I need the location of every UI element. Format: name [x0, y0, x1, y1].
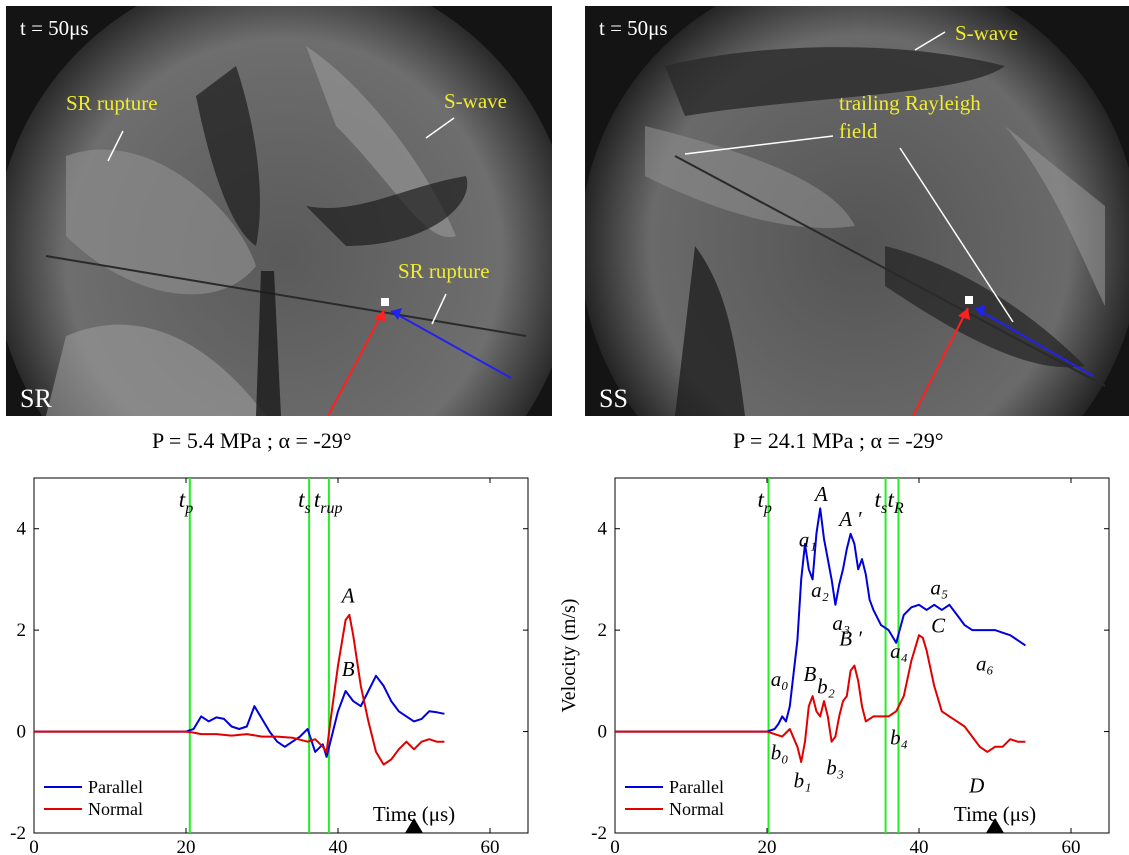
y-tick-label: 0 — [17, 722, 27, 743]
time-label: t = 50μs — [599, 16, 668, 40]
y-axis-label: Velocity (m/s) — [558, 599, 580, 713]
data-label: B ′ — [839, 626, 862, 650]
data-label: B — [342, 657, 355, 681]
legend-label: Parallel — [669, 777, 724, 797]
time-marker-label: ts — [875, 487, 888, 517]
data-label: a₂ — [811, 578, 829, 602]
time-marker-label: trup — [314, 487, 343, 517]
data-label: D — [968, 773, 984, 797]
photoelastic-image-ss: t = 50μs SS S-wave trailing Rayleigh fie… — [585, 6, 1129, 416]
annotation-trailing-rayleigh: trailing Rayleigh — [839, 91, 981, 115]
data-label: b₂ — [817, 675, 835, 699]
condition-label-left: P = 5.4 MPa ; α = -29° — [152, 428, 352, 453]
y-tick-label: 2 — [598, 620, 608, 641]
time-marker-label: tp — [179, 487, 193, 517]
photoelastic-image-sr: t = 50μs SR SR rupture S-wave SR rupture — [6, 6, 552, 416]
legend-label: Parallel — [88, 777, 143, 797]
plot-frame — [614, 477, 1110, 834]
data-label: b₄ — [890, 725, 908, 749]
x-tick-label: 40 — [329, 837, 348, 855]
data-label: b₀ — [771, 740, 789, 764]
data-label: a₀ — [771, 667, 789, 691]
x-tick-label: 60 — [481, 837, 500, 855]
x-tick-label: 0 — [610, 837, 620, 855]
data-label: a₁ — [799, 527, 817, 551]
time-marker-label: tR — [887, 487, 903, 517]
annotation-sr-rupture: SR rupture — [66, 91, 158, 115]
series-line-normal — [34, 613, 445, 766]
y-tick-label: 4 — [598, 519, 608, 540]
data-label: B — [803, 662, 816, 686]
y-tick-label: -2 — [10, 823, 26, 844]
condition-label-right: P = 24.1 MPa ; α = -29° — [733, 428, 944, 453]
series-line-normal — [615, 634, 1026, 763]
x-tick-label: 40 — [910, 837, 929, 855]
x-tick-label: 20 — [758, 837, 777, 855]
plot-frame — [33, 477, 529, 834]
y-tick-label: -2 — [591, 823, 607, 844]
time-marker-label: ts — [298, 487, 311, 517]
frame-time-triangle — [986, 818, 1004, 833]
series-line-parallel — [34, 674, 445, 758]
legend-label: Normal — [669, 799, 724, 819]
data-label: A — [813, 482, 828, 506]
annotation-field: field — [839, 119, 878, 143]
x-tick-label: 60 — [1062, 837, 1081, 855]
y-tick-label: 2 — [17, 620, 27, 641]
data-label: a₆ — [976, 652, 994, 676]
y-tick-label: 4 — [17, 519, 27, 540]
time-label: t = 50μs — [20, 16, 89, 40]
data-label: A ′ — [837, 507, 862, 531]
annotation-s-wave: S-wave — [444, 89, 507, 113]
x-tick-label: 0 — [29, 837, 39, 855]
legend-label: Normal — [88, 799, 143, 819]
frame-time-triangle — [405, 818, 423, 833]
data-label: a₃ — [832, 611, 850, 635]
corner-label-ss: SS — [599, 384, 628, 413]
y-tick-label: 0 — [598, 722, 608, 743]
x-tick-label: 20 — [177, 837, 196, 855]
data-label: C — [931, 614, 946, 638]
data-label: b₃ — [826, 756, 844, 780]
annotation-s-wave: S-wave — [955, 21, 1018, 45]
data-label: A — [340, 583, 355, 607]
data-label: a₅ — [930, 576, 948, 600]
data-label: b₁ — [794, 768, 812, 792]
corner-label-sr: SR — [20, 384, 52, 413]
annotation-sr-rupture: SR rupture — [398, 259, 490, 283]
time-marker-label: tp — [758, 487, 772, 517]
series-line-parallel — [615, 507, 1026, 733]
data-label: a₄ — [890, 639, 908, 663]
